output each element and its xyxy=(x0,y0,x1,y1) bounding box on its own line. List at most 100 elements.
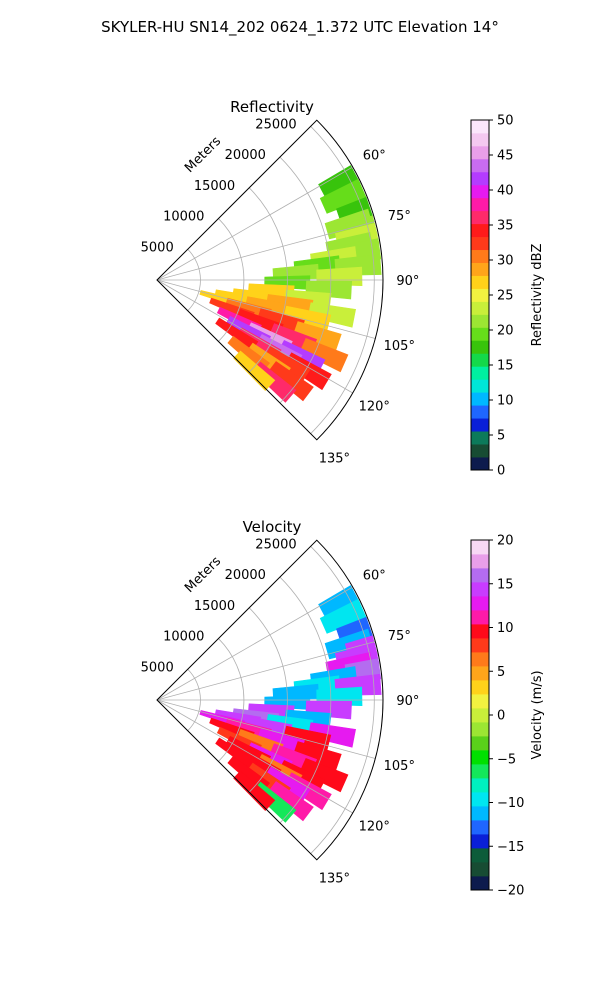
colorbar-tick-label: 5 xyxy=(497,665,505,680)
colorbar-tick-label: 10 xyxy=(497,621,514,636)
velocity-panel: Velocity 5000 10000 15000 20000 25000 60° 75° 90… xyxy=(141,518,545,899)
colorbar-swatch xyxy=(471,223,489,238)
colorbar-swatch xyxy=(471,834,489,849)
colorbar-label: Velocity (m/s) xyxy=(530,670,545,759)
colorbar-tick-label: 15 xyxy=(497,359,514,374)
colorbar-swatch xyxy=(471,366,489,380)
colorbar-swatch xyxy=(471,554,489,569)
colorbar-tick-label: 0 xyxy=(497,709,505,724)
reflectivity-panel: Reflectivity 5000 10000 15000 20000 25000 60° 7… xyxy=(141,98,545,479)
colorbar-swatch xyxy=(471,158,489,173)
colorbar-swatch xyxy=(471,652,489,667)
colorbar-swatch xyxy=(471,249,489,263)
colorbar-swatch xyxy=(471,288,489,302)
colorbar-swatch xyxy=(471,582,489,597)
colorbar-swatch xyxy=(471,638,489,653)
colorbar-swatch xyxy=(471,680,489,695)
colorbar-swatch xyxy=(471,444,489,458)
colorbar-swatch xyxy=(471,736,489,751)
angle-tick-label: 105° xyxy=(384,339,415,354)
colorbar-swatch xyxy=(471,596,489,611)
colorbar-swatch xyxy=(471,568,489,583)
radial-axis-label: Meters xyxy=(182,134,224,176)
colorbar-swatch xyxy=(471,184,489,199)
colorbar-swatch xyxy=(471,820,489,835)
angle-tick-label: 135° xyxy=(319,451,350,466)
radar-cell xyxy=(267,781,314,822)
angle-tick-label: 120° xyxy=(359,399,390,414)
angle-tick-label: 75° xyxy=(388,209,411,224)
radial-tick-label: 20000 xyxy=(225,148,266,163)
colorbar-swatch xyxy=(471,392,489,406)
colorbar-tick-label: 35 xyxy=(497,219,514,234)
panel-title: Velocity xyxy=(243,518,302,536)
colorbar-label: Reflectivity dBZ xyxy=(530,244,545,347)
colorbar-swatch xyxy=(471,876,489,891)
colorbar-tick-label: −15 xyxy=(497,840,524,855)
colorbar-swatch xyxy=(471,132,489,147)
colorbar-tick-label: 30 xyxy=(497,254,514,269)
colorbar-swatch xyxy=(471,327,489,341)
radial-axis-label: Meters xyxy=(182,554,224,596)
radar-cell xyxy=(233,350,276,391)
panel-title: Reflectivity xyxy=(230,98,314,116)
radar-cell xyxy=(233,770,276,811)
colorbar-swatch xyxy=(471,145,489,160)
angular-gridline xyxy=(156,166,353,281)
colorbar-swatch xyxy=(471,353,489,367)
colorbar-tick-label: −20 xyxy=(497,884,524,899)
colorbar-swatch xyxy=(471,778,489,793)
colorbar-swatch xyxy=(471,171,489,186)
colorbar-swatch xyxy=(471,431,489,445)
colorbar-swatch xyxy=(471,666,489,681)
sector-frame xyxy=(156,539,384,861)
radar-cells xyxy=(199,165,382,403)
angle-tick-label: 105° xyxy=(384,759,415,774)
colorbar-swatch xyxy=(471,275,489,289)
radial-tick-label: 15000 xyxy=(194,179,235,194)
colorbar-swatch xyxy=(471,379,489,393)
radial-tick-label: 10000 xyxy=(163,630,204,645)
colorbar-swatch xyxy=(471,750,489,765)
angle-tick-label: 120° xyxy=(359,819,390,834)
colorbar-swatch xyxy=(471,708,489,723)
radial-tick-label: 20000 xyxy=(225,568,266,583)
colorbar-swatch xyxy=(471,624,489,639)
colorbar-tick-label: 45 xyxy=(497,149,514,164)
radar-cell xyxy=(299,337,349,373)
colorbar-tick-label: 20 xyxy=(497,324,514,339)
radar-cell xyxy=(267,361,314,402)
colorbar-tick-label: −5 xyxy=(497,752,516,767)
sector-frame xyxy=(156,119,384,441)
angle-tick-label: 75° xyxy=(388,629,411,644)
radar-cell xyxy=(299,757,349,793)
colorbar-tick-label: −10 xyxy=(497,796,524,811)
angle-tick-label: 60° xyxy=(363,569,386,584)
colorbar-swatch xyxy=(471,120,489,134)
colorbar-tick-label: 25 xyxy=(497,289,514,304)
angle-tick-label: 60° xyxy=(363,149,386,164)
colorbar-swatch xyxy=(471,210,489,225)
colorbar-swatch xyxy=(471,340,489,354)
radial-tick-label: 25000 xyxy=(255,117,296,132)
colorbar-swatch xyxy=(471,610,489,625)
colorbar-swatch xyxy=(471,405,489,419)
angular-gridline xyxy=(156,641,376,701)
colorbar-swatch xyxy=(471,792,489,807)
colorbar-swatch xyxy=(471,314,489,328)
colorbar-swatch xyxy=(471,764,489,779)
colorbar-swatch xyxy=(471,262,489,276)
angular-gridline xyxy=(156,699,376,759)
colorbar-tick-label: 50 xyxy=(497,114,514,129)
radial-tick-label: 25000 xyxy=(255,537,296,552)
colorbar-swatch xyxy=(471,848,489,863)
colorbar-swatch xyxy=(471,540,489,555)
colorbar-tick-label: 20 xyxy=(497,534,514,549)
colorbar-swatch xyxy=(471,862,489,877)
angular-gridline xyxy=(156,279,353,394)
colorbar-tick-label: 0 xyxy=(497,464,505,479)
colorbar-swatch xyxy=(471,457,489,471)
colorbar-swatch xyxy=(471,236,489,251)
angular-gridline xyxy=(156,586,353,701)
colorbar-tick-label: 15 xyxy=(497,577,514,592)
